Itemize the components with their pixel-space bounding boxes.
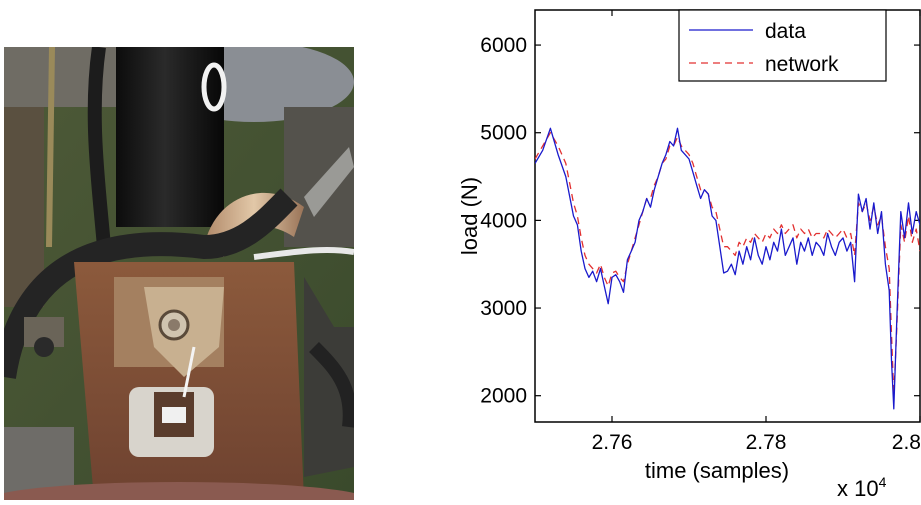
series-layer	[535, 127, 920, 410]
y-tick-label: 3000	[480, 297, 527, 320]
x-tick-label: 2.8	[892, 431, 921, 454]
x-exponent-label: x 104	[837, 474, 887, 501]
legend-label-network: network	[765, 53, 839, 76]
suspension-photo	[0, 42, 369, 505]
x-tick-label: 2.76	[592, 431, 633, 454]
y-tick-label: 4000	[480, 209, 527, 232]
legend-label-data: data	[765, 20, 806, 43]
y-tick-label: 5000	[480, 122, 527, 145]
y-axis-label: load (N)	[457, 177, 482, 255]
load-chart: 2000 3000 4000 5000 6000 2.76 2.78 2.8 load (N…	[457, 9, 921, 501]
y-tick-label: 2000	[480, 385, 527, 408]
x-exponent-base: x 10	[837, 476, 879, 501]
x-tick-label: 2.78	[746, 431, 787, 454]
series-line-data	[535, 127, 920, 410]
x-axis: 2.76 2.78 2.8	[592, 10, 921, 454]
x-exponent-power: 4	[879, 474, 887, 490]
suspension-strut-icon	[0, 42, 369, 505]
x-axis-label: time (samples)	[645, 458, 789, 483]
legend: data network	[678, 9, 887, 82]
legend-box	[678, 9, 887, 82]
y-axis: 2000 3000 4000 5000 6000	[480, 34, 920, 408]
y-tick-label: 6000	[480, 34, 527, 57]
